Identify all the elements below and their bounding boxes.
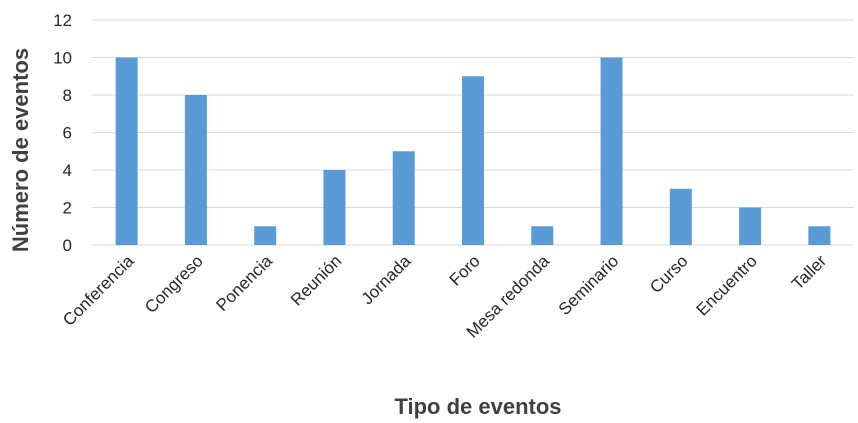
- bar: [254, 226, 277, 245]
- bar: [531, 226, 554, 245]
- bar: [392, 151, 415, 245]
- y-tick-label: 0: [63, 236, 72, 255]
- x-axis-ticks: Conferencia Congreso Ponencia Reunión Jornad…: [59, 251, 830, 342]
- y-tick-label: 2: [63, 199, 72, 218]
- x-tick-label: Curso: [646, 251, 692, 297]
- y-tick-label: 8: [63, 86, 72, 105]
- bar: [184, 95, 207, 245]
- y-axis-title: Número de eventos: [8, 48, 33, 252]
- x-tick-label: Reunión: [287, 251, 345, 309]
- bar: [739, 207, 762, 245]
- x-tick-label: Seminario: [555, 251, 623, 319]
- bar: [600, 57, 623, 245]
- y-tick-label: 12: [53, 11, 72, 30]
- bar: [669, 188, 692, 245]
- x-tick-label: Encuentro: [693, 251, 761, 319]
- y-tick-label: 10: [53, 49, 72, 68]
- x-tick-label: Taller: [788, 251, 830, 293]
- x-tick-label: Foro: [446, 251, 484, 289]
- bar: [115, 57, 138, 245]
- bar: [462, 76, 484, 245]
- x-tick-label: Ponencia: [212, 251, 276, 315]
- y-tick-label: 4: [63, 161, 72, 180]
- y-axis-ticks: 0 2 4 6 8 10 12: [53, 11, 72, 255]
- x-tick-label: Congreso: [141, 251, 207, 317]
- x-axis-title: Tipo de eventos: [394, 394, 561, 419]
- y-tick-label: 6: [63, 124, 72, 143]
- x-tick-label: Jornada: [358, 251, 415, 308]
- x-tick-label: Conferencia: [59, 251, 138, 330]
- bar: [323, 170, 346, 245]
- bars: [115, 57, 831, 245]
- bar: [808, 226, 831, 245]
